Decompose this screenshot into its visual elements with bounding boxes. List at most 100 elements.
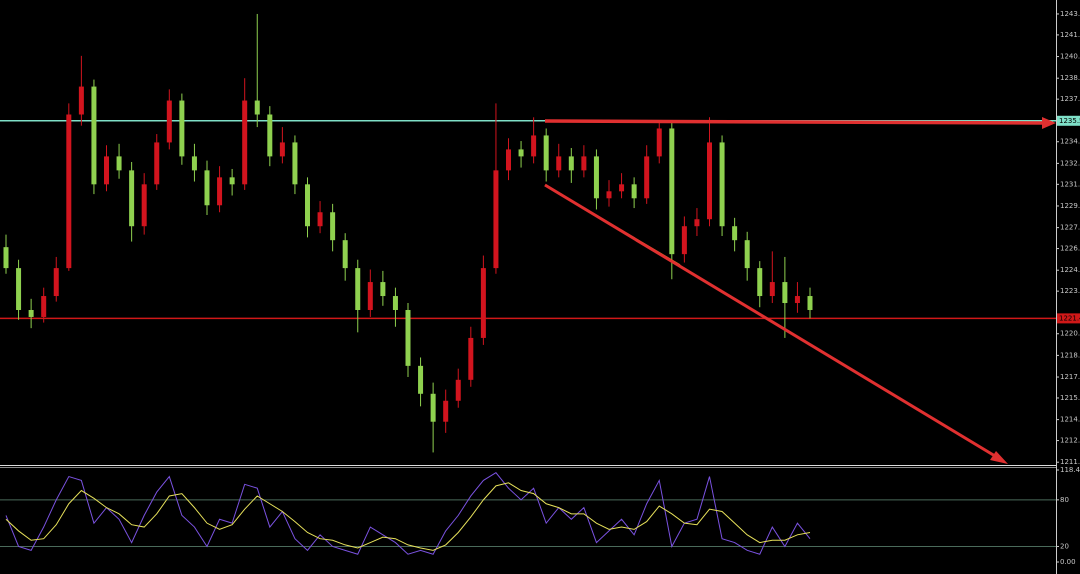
y-tick-label: 1214.15 [1060, 416, 1080, 424]
y-tick-label: 1220.30 [1060, 330, 1080, 338]
candle-body [242, 100, 248, 185]
y-tick-label: 80 [1060, 496, 1069, 504]
indicator-line [5, 472, 811, 555]
candle-body [16, 268, 22, 310]
candle-body [116, 156, 122, 171]
level-label: 1221.40 [1059, 314, 1080, 322]
candle-body [543, 135, 549, 171]
candle-body [3, 247, 9, 269]
y-tick-label: 1240.15 [1060, 53, 1080, 61]
level-label-box [1057, 115, 1080, 126]
candle-body [141, 184, 147, 227]
candle-body [367, 282, 373, 310]
y-tick-label: 20 [1060, 542, 1069, 550]
candle-body [581, 156, 587, 171]
candle-body [644, 156, 650, 199]
y-tick-label: 1238.60 [1060, 74, 1080, 82]
candle-body [480, 268, 486, 338]
candle-body [53, 268, 59, 297]
y-tick-label: 1241.70 [1060, 31, 1080, 39]
candle-body [342, 240, 348, 269]
candle-body [405, 310, 411, 366]
candle-body [355, 268, 361, 310]
y-tick-label: 1237.10 [1060, 95, 1080, 103]
candle-body [568, 156, 574, 171]
candle-body [807, 296, 813, 310]
candle-body [531, 135, 537, 157]
candle-body [694, 219, 700, 227]
candle-body [669, 128, 675, 255]
candle-body [166, 100, 172, 143]
candle-body [217, 177, 223, 206]
candle-body [455, 379, 461, 401]
candle-body [418, 365, 424, 394]
candle-body [506, 149, 511, 171]
y-tick-label: 1215.70 [1060, 394, 1080, 402]
candle-body [656, 128, 662, 157]
candle-body [66, 114, 72, 269]
level-label: 1235.55 [1059, 117, 1080, 125]
candle-body [104, 156, 109, 185]
y-tick-label: 1224.85 [1060, 266, 1080, 274]
candle-body [254, 100, 260, 115]
candle-body [794, 296, 800, 304]
y-tick-label: 1243.20 [1060, 10, 1080, 18]
candle-body [28, 310, 34, 317]
candle-body [593, 156, 599, 199]
y-tick-label: 0.00 [1060, 558, 1076, 566]
y-tick-label: 1229.45 [1060, 202, 1080, 210]
y-tick-label: 1212.65 [1060, 437, 1080, 445]
candle-body [191, 156, 197, 171]
candle-body [681, 226, 687, 255]
y-tick-label: 1227.90 [1060, 224, 1080, 232]
candle-body [443, 400, 449, 422]
candle-body [330, 212, 336, 241]
candle-body [279, 142, 285, 157]
y-tick-label: 1217.20 [1060, 373, 1080, 381]
y-tick-label: 118.434 [1060, 466, 1080, 474]
candle-body [719, 142, 725, 227]
candle-body [556, 156, 562, 171]
indicator-line [5, 482, 811, 551]
candle-body [41, 296, 47, 317]
candle-body [430, 393, 436, 422]
candle-body [468, 337, 474, 380]
candle-body [493, 170, 499, 269]
y-tick-label: 1211.10 [1060, 458, 1080, 466]
candle-body [229, 177, 235, 185]
candle-body [204, 170, 210, 206]
candle-body [769, 282, 775, 297]
candle-body [78, 86, 84, 115]
y-tick-label: 1232.50 [1060, 159, 1080, 167]
y-tick-label: 1226.40 [1060, 245, 1080, 253]
candle-body [305, 184, 310, 227]
arrow-head [1042, 117, 1056, 129]
candle-body [606, 191, 612, 199]
candle-body [631, 184, 637, 199]
candle-body [129, 170, 135, 227]
candle-body [392, 296, 398, 310]
y-tick-label: 1218.75 [1060, 351, 1080, 359]
candle-body [757, 268, 763, 297]
arrow-head [990, 451, 1008, 464]
candle-body [292, 142, 298, 185]
candle-body [179, 100, 185, 157]
candle-body [380, 282, 386, 297]
candle-body [782, 282, 788, 304]
candle-body [154, 142, 160, 185]
candle-body [744, 240, 750, 269]
y-tick-label: 1223.35 [1060, 287, 1080, 295]
y-tick-label: 1231.00 [1060, 180, 1080, 188]
y-tick-label: 1234.05 [1060, 138, 1080, 146]
arrow-line [544, 119, 1047, 125]
level-label-box [1057, 313, 1080, 324]
candle-body [518, 149, 524, 157]
arrow-line [544, 183, 1001, 461]
candle-body [91, 86, 97, 185]
candle-body [267, 114, 273, 157]
candle-body [317, 212, 323, 227]
candle-body [707, 142, 712, 220]
candle-body [732, 226, 738, 241]
